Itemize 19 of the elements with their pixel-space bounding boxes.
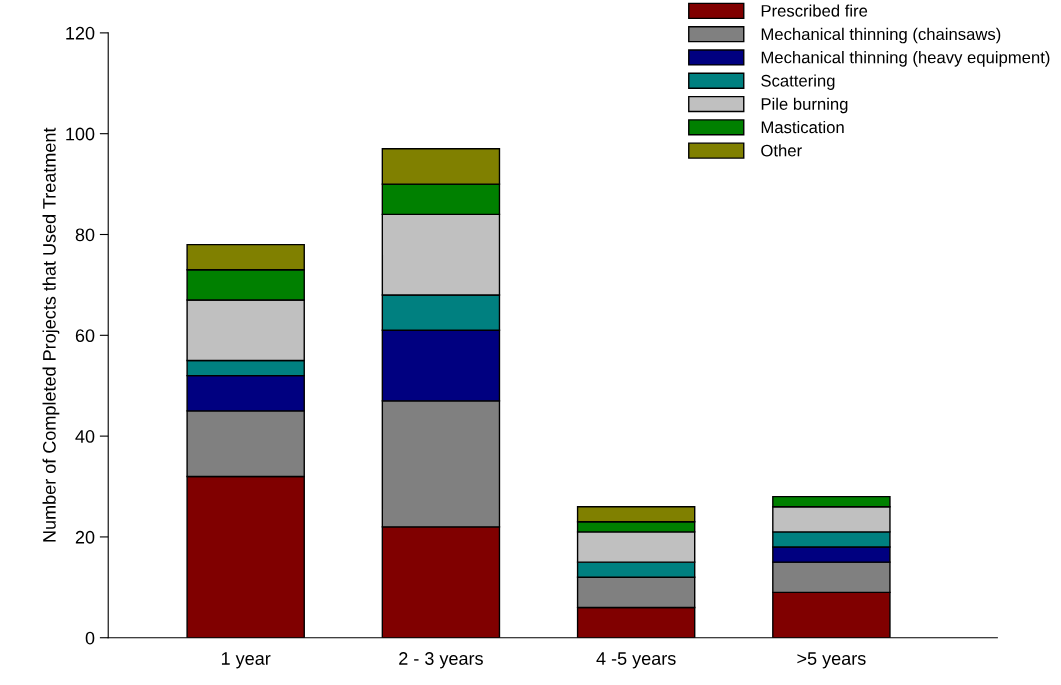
y-tick-label: 60 [75,329,95,343]
y-axis-title: Number of Completed Projects that Used Treatment [42,127,60,542]
y-tick-label: 20 [75,530,95,544]
legend-label: Pile burning [761,97,848,114]
legend-label: Scattering [761,74,835,90]
y-tick-label: 40 [75,430,95,443]
x-tick-label: 1 year [221,652,271,669]
legend-label: Mechanical thinning (heavy equipment) [761,51,1050,67]
y-tick-label: 120 [66,26,95,40]
y-tick-label: 0 [85,631,95,645]
legend-label: Mechanical thinning (chainsaws) [761,27,1001,44]
legend-label: Prescribed fire [761,4,868,17]
legend-label: Other [761,144,802,157]
x-tick-label: 2 - 3 years [399,652,483,669]
x-tick-label: 4 -5 years [596,652,676,669]
y-tick-label: 80 [75,228,95,242]
legend-label: Mastication [761,120,844,134]
y-tick-label: 100 [66,127,95,141]
x-tick-label: >5 years [797,652,866,669]
